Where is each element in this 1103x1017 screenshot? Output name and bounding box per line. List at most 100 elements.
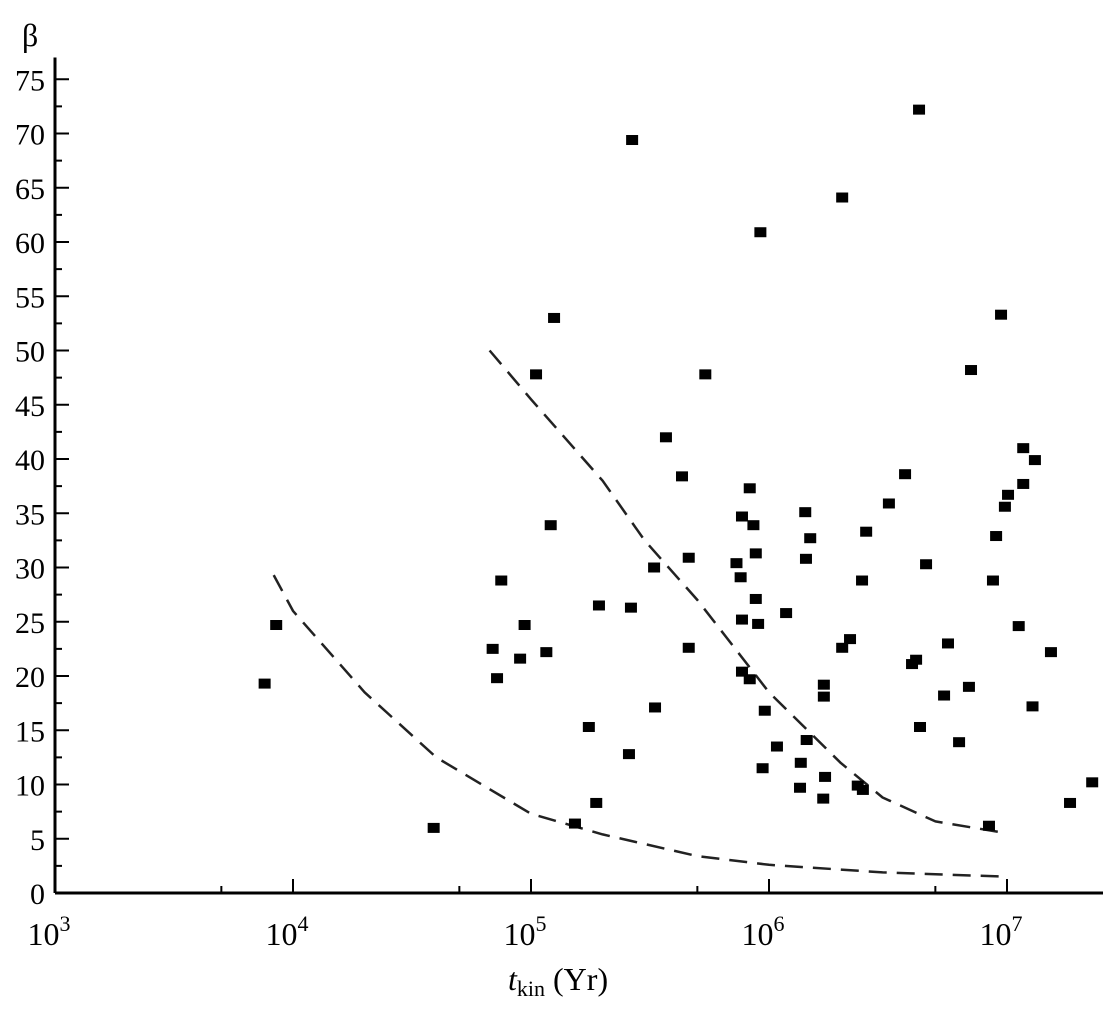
data-point <box>780 608 793 619</box>
data-point <box>270 620 283 631</box>
data-point <box>730 558 743 569</box>
data-point <box>582 721 595 732</box>
y-tick-label: 40 <box>15 444 45 477</box>
data-point <box>743 483 756 494</box>
dashed-curves <box>272 349 1008 878</box>
data-point <box>1017 478 1030 489</box>
y-tick-label: 60 <box>15 227 45 260</box>
y-tick-label: 55 <box>15 281 45 314</box>
data-point <box>990 531 1003 542</box>
data-point <box>530 369 543 380</box>
data-point <box>913 104 926 115</box>
data-point <box>817 793 830 804</box>
data-point <box>626 135 639 146</box>
y-tick-label: 5 <box>30 824 45 857</box>
data-point <box>819 771 832 782</box>
data-point <box>1044 647 1057 658</box>
data-point <box>910 654 923 665</box>
data-point <box>817 691 830 702</box>
data-point <box>514 653 527 664</box>
x-label-unit: (Yr) <box>553 961 608 997</box>
data-point <box>649 702 662 713</box>
data-point <box>495 575 508 586</box>
data-point <box>734 572 747 583</box>
data-point <box>624 602 637 613</box>
data-point <box>982 820 995 831</box>
data-point <box>754 227 767 238</box>
data-point <box>568 818 581 829</box>
y-tick-label: 65 <box>15 173 45 206</box>
data-point <box>682 642 695 653</box>
data-point <box>953 737 966 748</box>
data-point <box>836 192 849 203</box>
dashed-curve <box>272 574 1008 878</box>
data-point <box>676 471 689 482</box>
data-point <box>799 507 812 518</box>
data-point <box>962 681 975 692</box>
y-tick-label: 0 <box>30 878 45 911</box>
axes: 0 5 10 15 20 25 30 35 40 45 50 55 60 65 70 75 103 104 105 1… <box>15 57 1103 952</box>
data-point <box>1002 489 1015 500</box>
data-point <box>938 690 951 701</box>
data-point <box>1086 777 1099 788</box>
y-axis-label: β <box>22 17 38 53</box>
dashed-curve <box>488 349 1008 835</box>
data-points <box>258 104 1099 833</box>
data-point <box>1064 797 1077 808</box>
data-point <box>544 520 557 531</box>
data-point <box>1028 455 1041 466</box>
y-tick-label: 10 <box>15 770 45 803</box>
data-point <box>920 559 933 570</box>
data-point <box>592 600 605 611</box>
x-tick-label: 103 <box>28 911 71 952</box>
data-point <box>844 634 857 645</box>
data-point <box>856 575 869 586</box>
data-point <box>699 369 712 380</box>
data-point <box>622 749 635 760</box>
data-point <box>518 620 531 631</box>
y-tick-label: 15 <box>15 715 45 748</box>
x-label-sub: kin <box>517 976 545 1001</box>
data-point <box>1012 621 1025 632</box>
data-point <box>590 797 603 808</box>
x-tick-label: 104 <box>266 911 309 952</box>
data-point <box>548 312 561 323</box>
data-point <box>860 526 873 537</box>
data-point <box>648 562 661 573</box>
x-tick-label: 105 <box>504 911 547 952</box>
data-point <box>770 741 783 752</box>
data-point <box>836 642 849 653</box>
data-point <box>756 763 769 774</box>
y-tick-label: 45 <box>15 390 45 423</box>
data-point <box>491 673 504 684</box>
data-point <box>817 679 830 690</box>
data-point <box>735 666 748 677</box>
x-axis-label: tkin (Yr) <box>508 961 608 1001</box>
data-point <box>1017 443 1030 454</box>
data-point <box>800 735 813 746</box>
data-point <box>258 678 271 689</box>
data-point <box>995 309 1008 320</box>
data-point <box>965 365 978 376</box>
x-tick-label: 106 <box>742 911 785 952</box>
data-point <box>986 575 999 586</box>
y-tick-label: 35 <box>15 498 45 531</box>
y-tick-label: 25 <box>15 607 45 640</box>
data-point <box>752 618 765 629</box>
data-point <box>747 520 760 531</box>
data-point <box>758 705 771 716</box>
data-point <box>540 647 553 658</box>
data-point <box>659 432 672 443</box>
data-point <box>804 533 817 544</box>
data-point <box>882 498 895 509</box>
data-point <box>899 469 912 480</box>
data-point <box>914 721 927 732</box>
data-point <box>735 511 748 522</box>
y-tick-label: 30 <box>15 553 45 586</box>
data-point <box>794 782 807 793</box>
data-point <box>749 593 762 604</box>
data-point <box>799 553 812 564</box>
x-label-main: t <box>508 961 518 997</box>
y-tick-label: 70 <box>15 119 45 152</box>
